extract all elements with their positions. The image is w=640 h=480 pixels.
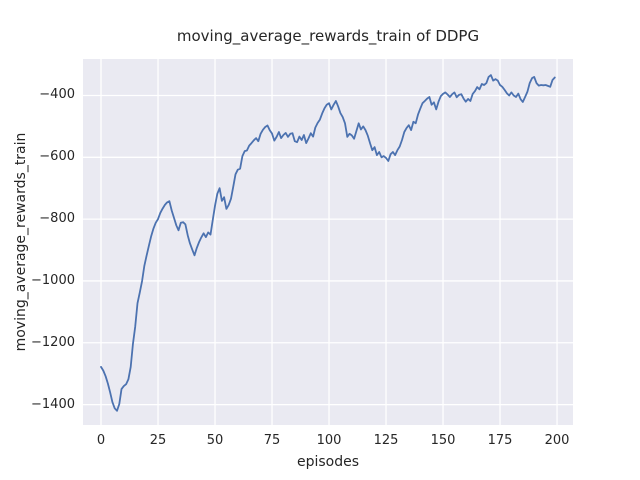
plot-svg — [83, 59, 573, 425]
x-tick-label: 175 — [487, 433, 513, 448]
x-tick-label: 75 — [263, 433, 281, 448]
y-tick-label: −1000 — [31, 272, 75, 288]
y-axis-label: moving_average_rewards_train — [13, 132, 29, 352]
x-tick-label: 100 — [316, 433, 342, 448]
series-line — [100, 74, 556, 412]
x-tick-label: 200 — [544, 433, 570, 448]
x-tick-label: 0 — [96, 433, 106, 448]
y-tick-label: −400 — [39, 87, 75, 103]
plot-background — [83, 59, 573, 425]
y-tick-label: −800 — [39, 211, 75, 227]
x-tick-label: 25 — [149, 433, 167, 448]
y-tick-label: −600 — [39, 149, 75, 165]
x-tick-label: 125 — [373, 433, 399, 448]
chart-title: moving_average_rewards_train of DDPG — [176, 27, 480, 45]
y-tick-label: −1400 — [31, 396, 75, 412]
grid-lines — [83, 59, 573, 425]
x-tick-label: 150 — [430, 433, 456, 448]
x-axis-label: episodes — [296, 454, 360, 470]
y-tick-label: −1200 — [31, 334, 75, 350]
plot-area — [83, 59, 573, 425]
x-tick-label: 50 — [206, 433, 224, 448]
